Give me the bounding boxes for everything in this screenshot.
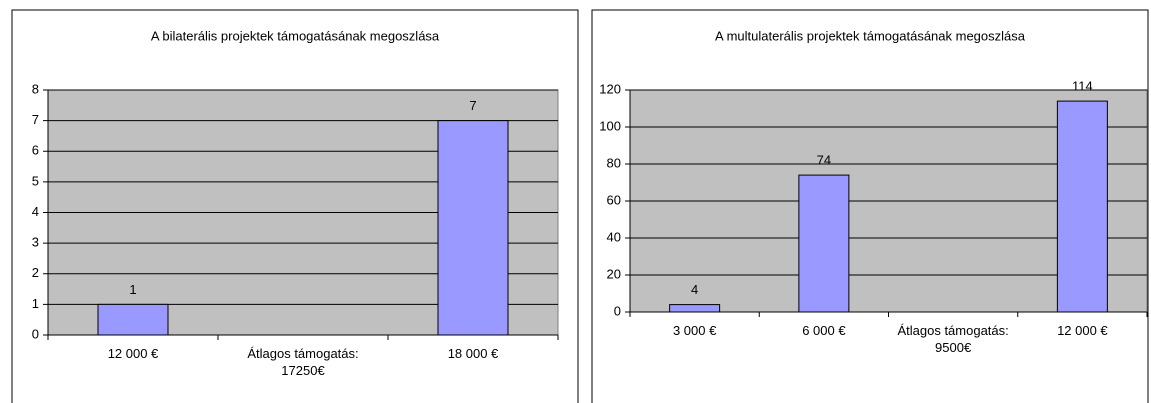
x-tick-label: Átlagos támogatás: 9500€ [897,323,1009,355]
x-tick-label: 12 000 € [1057,323,1108,338]
data-label: 1 [129,282,136,297]
panel-border [11,9,579,403]
bar [1056,100,1108,313]
chart-title: A multulaterális projektek támogatásának… [715,28,1026,43]
x-tick-label: 18 000 € [447,346,499,361]
y-tick-label: 0 [32,326,39,341]
bar [97,303,169,336]
y-tick-label: 6 [32,143,39,158]
y-tick-label: 20 [607,266,621,281]
y-tick-label: 100 [599,118,621,133]
data-label: 114 [1072,79,1093,94]
x-tick-label: 3 000 € [672,323,717,338]
y-tick-label: 2 [32,265,39,280]
y-tick-label: 60 [607,192,621,207]
y-tick-label: 4 [32,204,39,219]
y-tick-label: 40 [607,229,621,244]
data-label: 7 [469,98,476,113]
panel-border [591,9,1149,403]
y-tick-label: 80 [607,155,621,170]
x-tick-label: 6 000 € [802,323,846,338]
bar [669,304,721,313]
y-tick-label: 7 [32,112,39,127]
data-label: 4 [691,282,698,297]
chart-title: A bilaterális projektek támogatásának me… [151,28,440,43]
bar [437,120,509,336]
bar [798,174,850,313]
y-tick-label: 5 [32,173,39,188]
x-tick-label: 12 000 € [107,346,159,361]
data-label: 74 [817,153,831,168]
y-tick-label: 8 [32,81,39,96]
x-tick-label: Átlagos támogatás: 17250€ [247,346,359,378]
y-tick-label: 3 [32,235,39,250]
y-tick-label: 120 [599,81,621,96]
y-tick-label: 1 [32,296,39,311]
y-tick-label: 0 [614,303,621,318]
